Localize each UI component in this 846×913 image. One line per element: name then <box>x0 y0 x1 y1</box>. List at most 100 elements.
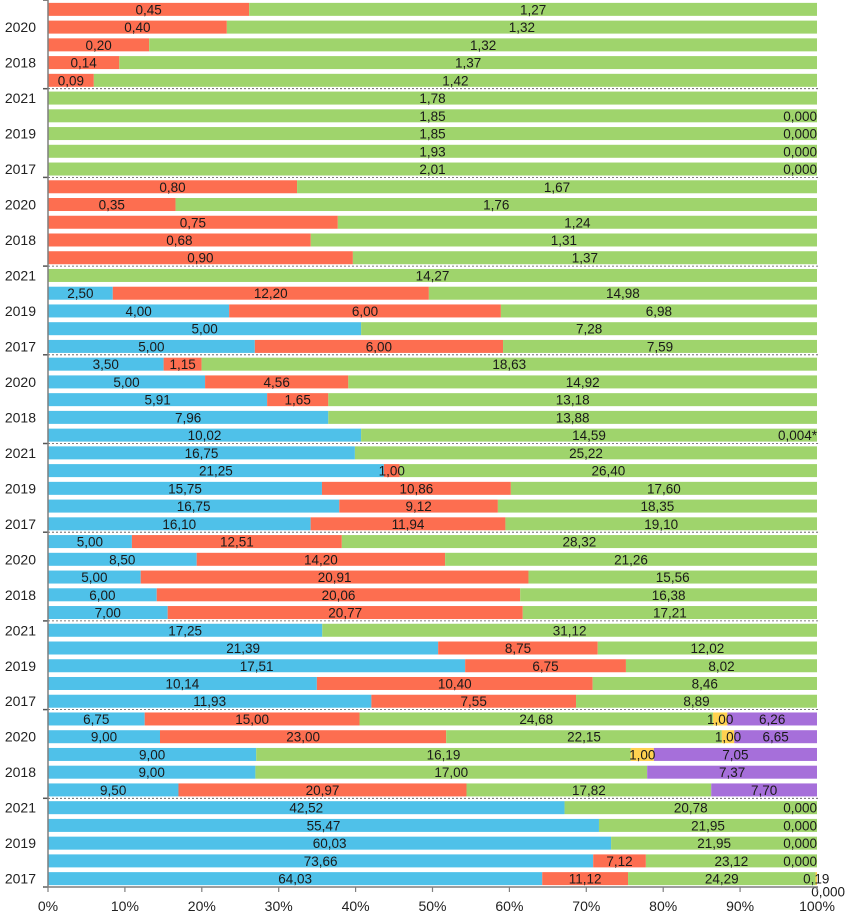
data-label: 5,91 <box>144 393 170 408</box>
data-label: 23,12 <box>715 854 749 869</box>
bar-segment-series-4 <box>734 730 817 744</box>
bar-segment-series-0 <box>48 446 355 460</box>
data-label: 1,00 <box>715 730 741 745</box>
x-tick-label: 50% <box>418 898 446 913</box>
data-label-end: 0,000 <box>783 127 817 142</box>
bar-segment-series-1 <box>310 517 506 531</box>
bar-segment-series-1 <box>48 38 150 52</box>
group-separators <box>43 0 818 888</box>
x-tick-label: 100% <box>799 898 835 913</box>
data-label: 15,00 <box>235 712 269 727</box>
data-label: 15,56 <box>656 570 690 585</box>
bar-segment-series-2 <box>598 818 817 832</box>
data-label: 6,75 <box>532 659 558 674</box>
segment-labels: 0,45 1,27 0,40 1,32 0,20 1,32 0,14 1,37 0,09 1,42… <box>58 2 845 899</box>
bar-segment-series-0 <box>48 428 362 442</box>
bar-segment-series-0 <box>48 570 141 584</box>
bar-segment-series-0 <box>48 588 157 602</box>
bar-segment-series-0 <box>48 339 255 353</box>
bar-segment-series-2 <box>503 339 817 353</box>
data-label: 2,50 <box>67 286 93 301</box>
bar-segment-series-1 <box>167 606 523 620</box>
data-label: 14,59 <box>572 428 606 443</box>
data-label: 11,93 <box>193 694 226 709</box>
data-label: 7,37 <box>719 765 745 780</box>
data-label-end: 0,000 <box>783 854 817 869</box>
data-label: 1,37 <box>455 56 481 71</box>
bar-segment-series-0 <box>48 517 311 531</box>
bar-segment-series-4 <box>711 783 817 797</box>
bar-segment-series-2 <box>297 180 817 194</box>
data-label: 16,10 <box>162 517 196 532</box>
data-label-end: 0,000 <box>783 144 817 159</box>
data-label: 10,14 <box>166 677 200 692</box>
data-label: 14,20 <box>304 552 338 567</box>
data-label: 5,00 <box>77 535 103 550</box>
data-label: 14,92 <box>566 375 600 390</box>
data-label: 18,63 <box>492 357 526 372</box>
data-label: 9,00 <box>91 730 117 745</box>
data-label: 1,37 <box>572 251 598 266</box>
bar-segment-series-0 <box>48 765 256 779</box>
data-label: 25,22 <box>569 446 603 461</box>
bar-segment-series-2 <box>328 393 817 407</box>
bar-segment-series-0 <box>48 872 543 886</box>
bar-segment-series-2 <box>48 268 817 282</box>
data-label: 21,26 <box>614 552 648 567</box>
data-label: 0,20 <box>85 38 111 53</box>
bar-segment-series-1 <box>48 215 338 229</box>
bar-segment-series-1 <box>48 73 94 87</box>
data-label: 16,19 <box>427 748 461 763</box>
data-label: 1,27 <box>520 2 546 17</box>
bar-segment-series-1 <box>140 570 529 584</box>
data-label: 1,32 <box>509 20 535 35</box>
bar-segment-series-2 <box>48 127 817 141</box>
data-label: 6,98 <box>646 304 672 319</box>
y-tick-label: 2019 <box>5 480 36 496</box>
data-label: 18,35 <box>641 499 675 514</box>
bar-segment-series-2 <box>226 20 818 34</box>
data-label: 6,00 <box>366 339 392 354</box>
data-label: 1,00 <box>707 712 733 727</box>
y-tick-label: 2017 <box>5 871 36 887</box>
data-label: 1,85 <box>419 127 445 142</box>
data-label: 1,15 <box>169 357 195 372</box>
data-label: 0,19 <box>803 872 829 887</box>
data-label: 11,94 <box>392 517 425 532</box>
bar-segment-series-0 <box>48 623 323 637</box>
data-label-end: 0,000 <box>783 162 817 177</box>
y-tick-label: 2019 <box>5 835 36 851</box>
y-tick-label: 2019 <box>5 658 36 674</box>
data-label: 9,00 <box>139 748 165 763</box>
bar-segment-series-1 <box>254 339 504 353</box>
bar-segment-series-2 <box>399 464 817 478</box>
data-label: 1,00 <box>379 464 405 479</box>
data-label: 6,00 <box>352 304 378 319</box>
y-tick-label: 2018 <box>5 764 36 780</box>
bar-segment-series-2 <box>361 322 817 336</box>
data-label: 7,00 <box>95 606 121 621</box>
data-label: 21,95 <box>697 836 731 851</box>
bar-segment-series-2 <box>645 854 817 868</box>
data-label: 1,32 <box>470 38 496 53</box>
bar-segment-series-2 <box>175 198 817 212</box>
data-label: 9,12 <box>405 499 431 514</box>
data-label: 14,98 <box>606 286 640 301</box>
bar-segment-series-0 <box>48 694 372 708</box>
data-label: 17,60 <box>647 481 681 496</box>
bar-segment-series-0 <box>48 357 164 371</box>
y-tick-label: 2018 <box>5 409 36 425</box>
data-label: 11,12 <box>569 872 602 887</box>
bar-segment-series-2 <box>201 357 818 371</box>
bar-segment-series-0 <box>48 747 257 761</box>
data-label: 6,00 <box>89 588 115 603</box>
data-label: 21,39 <box>226 641 260 656</box>
bar-segment-series-2 <box>93 73 817 87</box>
bar-segment-series-2 <box>255 765 648 779</box>
bar-segment-series-2 <box>520 588 817 602</box>
data-label: 8,46 <box>692 677 718 692</box>
bar-segment-series-1 <box>339 499 498 513</box>
data-label: 7,70 <box>751 783 777 798</box>
bar-segment-series-2 <box>359 712 714 726</box>
